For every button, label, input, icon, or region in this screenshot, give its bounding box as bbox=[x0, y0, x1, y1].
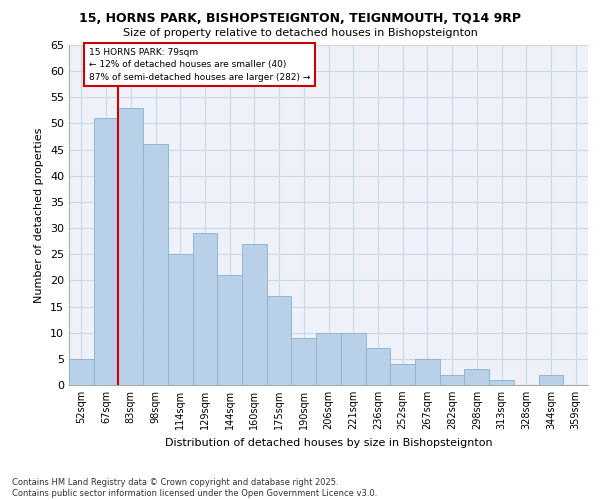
Text: 15 HORNS PARK: 79sqm
← 12% of detached houses are smaller (40)
87% of semi-detac: 15 HORNS PARK: 79sqm ← 12% of detached h… bbox=[89, 48, 310, 82]
Bar bbox=[415, 359, 440, 385]
Bar bbox=[94, 118, 118, 385]
Bar bbox=[267, 296, 292, 385]
Y-axis label: Number of detached properties: Number of detached properties bbox=[34, 128, 44, 302]
Text: 15, HORNS PARK, BISHOPSTEIGNTON, TEIGNMOUTH, TQ14 9RP: 15, HORNS PARK, BISHOPSTEIGNTON, TEIGNMO… bbox=[79, 12, 521, 26]
Bar bbox=[489, 380, 514, 385]
Bar bbox=[390, 364, 415, 385]
Bar bbox=[440, 374, 464, 385]
Bar bbox=[242, 244, 267, 385]
Bar bbox=[539, 374, 563, 385]
Bar bbox=[365, 348, 390, 385]
Bar bbox=[341, 332, 365, 385]
Bar bbox=[464, 370, 489, 385]
Bar bbox=[292, 338, 316, 385]
Text: Size of property relative to detached houses in Bishopsteignton: Size of property relative to detached ho… bbox=[122, 28, 478, 38]
Bar bbox=[118, 108, 143, 385]
Bar bbox=[316, 332, 341, 385]
Bar bbox=[193, 234, 217, 385]
X-axis label: Distribution of detached houses by size in Bishopsteignton: Distribution of detached houses by size … bbox=[164, 438, 493, 448]
Bar bbox=[217, 275, 242, 385]
Bar bbox=[168, 254, 193, 385]
Bar bbox=[143, 144, 168, 385]
Bar bbox=[69, 359, 94, 385]
Text: Contains HM Land Registry data © Crown copyright and database right 2025.
Contai: Contains HM Land Registry data © Crown c… bbox=[12, 478, 377, 498]
